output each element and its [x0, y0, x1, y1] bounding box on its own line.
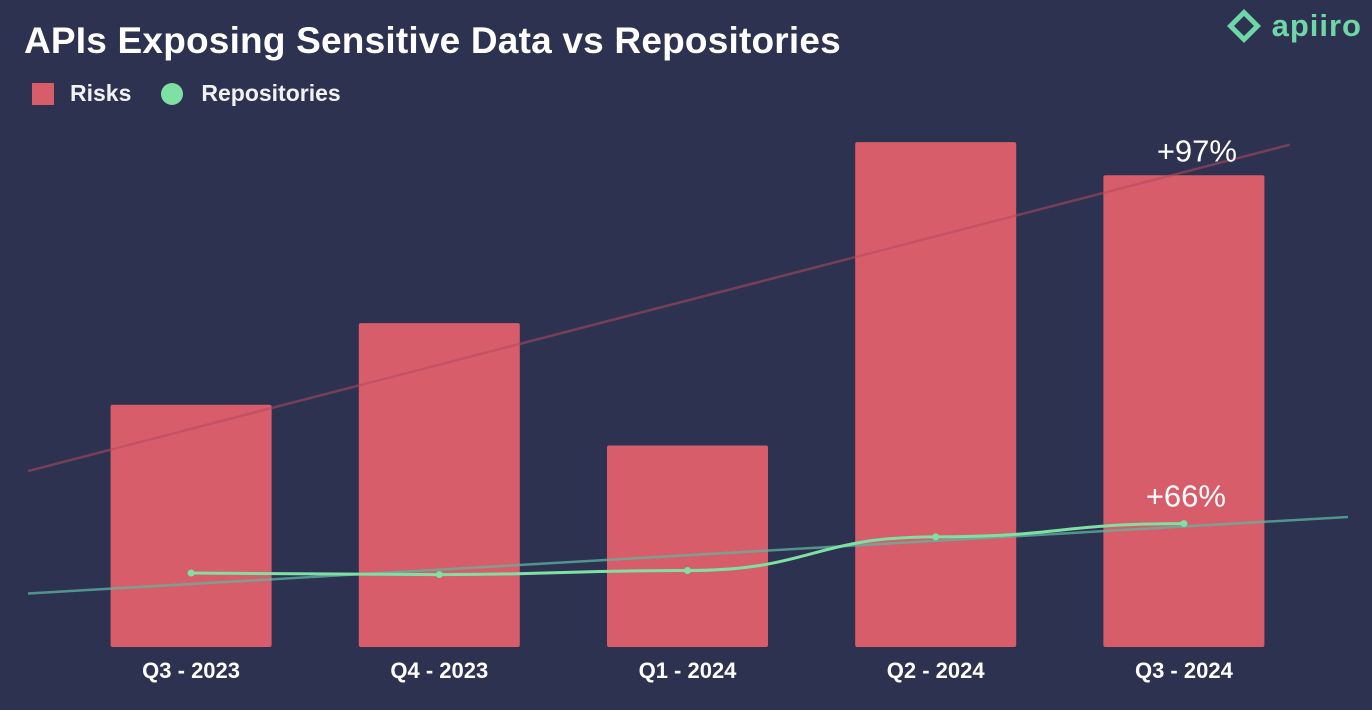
bar-risks-4: [1103, 175, 1264, 647]
point-repositories-2: [684, 567, 691, 574]
point-repositories-3: [932, 533, 939, 540]
point-repositories-1: [436, 571, 443, 578]
x-tick-label-1: Q4 - 2023: [390, 658, 488, 683]
bar-risks-2: [607, 446, 768, 647]
x-tick-label-4: Q3 - 2024: [1135, 658, 1234, 683]
bar-risks-1: [359, 323, 520, 647]
point-repositories-0: [188, 570, 195, 577]
bar-risks-0: [111, 405, 272, 647]
bar-risks-3: [855, 142, 1016, 647]
x-tick-label-0: Q3 - 2023: [142, 658, 240, 683]
x-tick-label-3: Q2 - 2024: [887, 658, 986, 683]
annotation-risks: +97%: [1157, 133, 1237, 168]
annotation-repositories: +66%: [1146, 479, 1226, 514]
x-tick-label-2: Q1 - 2024: [639, 658, 738, 683]
point-repositories-4: [1180, 520, 1187, 527]
trendline-risks: [28, 145, 1290, 471]
